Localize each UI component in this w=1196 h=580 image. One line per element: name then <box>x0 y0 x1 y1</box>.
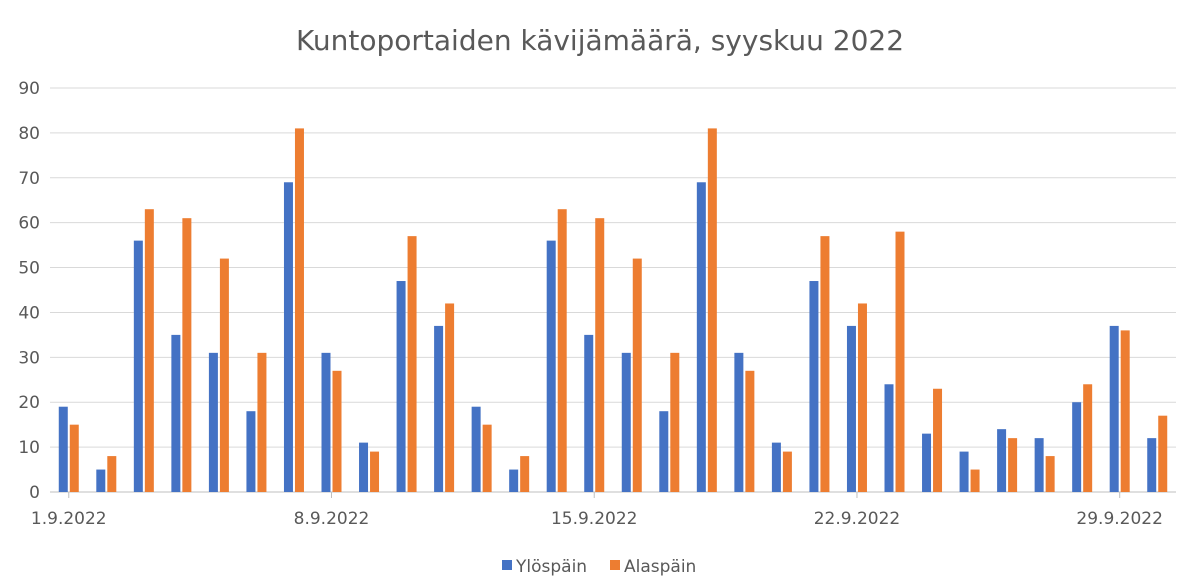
x-tick-label: 1.9.2022 <box>31 509 107 529</box>
bar <box>959 451 969 492</box>
x-tick-label: 8.9.2022 <box>294 509 370 529</box>
bar <box>546 240 556 492</box>
bars <box>58 128 1168 492</box>
bar <box>707 128 717 492</box>
bar <box>1083 384 1093 492</box>
bar <box>283 182 293 492</box>
bar <box>809 281 819 492</box>
legend-label: Alaspäin <box>624 557 696 577</box>
y-tick-label: 50 <box>18 259 40 279</box>
bar <box>970 469 980 492</box>
gridlines <box>50 87 1176 493</box>
bar <box>1045 456 1055 492</box>
y-tick-label: 20 <box>18 393 40 413</box>
y-tick-label: 0 <box>29 483 40 503</box>
bar <box>182 218 192 492</box>
bar <box>69 424 79 492</box>
bar <box>1158 415 1168 492</box>
bar <box>171 334 181 492</box>
bar <box>219 258 229 492</box>
bar <box>445 303 455 492</box>
bar <box>1147 438 1157 492</box>
bar <box>595 218 605 492</box>
y-tick-label: 80 <box>18 124 40 144</box>
legend-swatch <box>502 560 512 570</box>
bar <box>1109 325 1119 492</box>
y-tick-label: 60 <box>18 214 40 234</box>
y-tick-label: 90 <box>18 79 40 99</box>
bar <box>997 429 1007 492</box>
bar <box>632 258 642 492</box>
bar <box>246 411 256 492</box>
bar <box>820 236 830 492</box>
x-tick-label: 22.9.2022 <box>814 509 901 529</box>
bar <box>321 352 331 492</box>
bar <box>771 442 781 492</box>
bar <box>782 451 792 492</box>
x-axis-ticks: 1.9.2022 8.9.2022 15.9.2022 22.9.2022 29.9.2… <box>31 492 1163 529</box>
bar <box>857 303 867 492</box>
y-tick-label: 70 <box>18 169 40 189</box>
legend-swatch <box>610 560 620 570</box>
bar <box>370 451 380 492</box>
bar <box>557 209 567 492</box>
bar <box>359 442 369 492</box>
bar <box>1072 402 1082 492</box>
bar <box>696 182 706 492</box>
y-tick-label: 10 <box>18 438 40 458</box>
x-tick-label: 29.9.2022 <box>1076 509 1163 529</box>
y-tick-label: 30 <box>18 348 40 368</box>
bar <box>482 424 492 492</box>
bar <box>659 411 669 492</box>
bar <box>933 388 943 492</box>
bar <box>1008 438 1018 492</box>
bar <box>520 456 530 492</box>
bar <box>96 469 106 492</box>
y-tick-label: 40 <box>18 303 40 323</box>
bar <box>846 325 856 492</box>
chart-title: Kuntoportaiden kävijämäärä, syyskuu 2022 <box>296 24 904 57</box>
bar <box>670 352 680 492</box>
bar <box>895 231 905 492</box>
bar <box>107 456 117 492</box>
bar <box>208 352 218 492</box>
y-axis-ticks: 0 10 20 30 40 50 60 70 80 90 <box>18 79 40 503</box>
bar <box>584 334 594 492</box>
bar <box>884 384 894 492</box>
legend-label: Ylöspäin <box>515 557 587 577</box>
bar <box>294 128 304 492</box>
bar <box>434 325 444 492</box>
bar <box>471 406 481 492</box>
bar <box>1034 438 1044 492</box>
legend: Ylöspäin Alaspäin <box>502 557 696 577</box>
bar <box>257 352 267 492</box>
bar <box>133 240 143 492</box>
bar <box>509 469 519 492</box>
bar <box>1120 330 1130 492</box>
bar <box>332 370 342 492</box>
bar <box>396 281 406 492</box>
bar <box>745 370 755 492</box>
x-tick-label: 15.9.2022 <box>551 509 638 529</box>
bar <box>58 406 68 492</box>
bar <box>407 236 417 492</box>
bar <box>922 433 932 492</box>
bar <box>734 352 744 492</box>
bar <box>621 352 631 492</box>
bar <box>144 209 154 492</box>
